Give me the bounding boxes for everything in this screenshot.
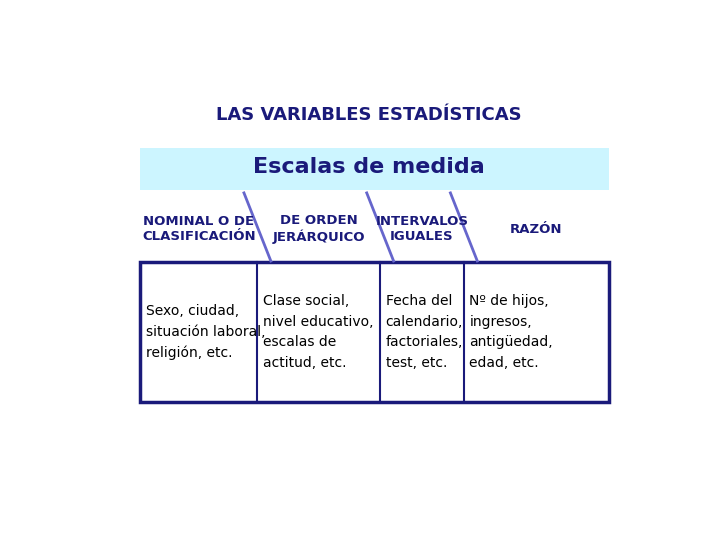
Text: Nº de hijos,
ingresos,
antigüedad,
edad, etc.: Nº de hijos, ingresos, antigüedad, edad,… (469, 294, 553, 370)
Text: Fecha del
calendario,
factoriales,
test, etc.: Fecha del calendario, factoriales, test,… (386, 294, 463, 370)
Text: DE ORDEN
JERÁRQUICO: DE ORDEN JERÁRQUICO (273, 214, 365, 244)
Text: NOMINAL O DE
CLASIFICACIÓN: NOMINAL O DE CLASIFICACIÓN (142, 215, 256, 243)
Text: Sexo, ciudad,
situación laboral,
religión, etc.: Sexo, ciudad, situación laboral, religió… (145, 304, 265, 360)
Text: LAS VARIABLES ESTADÍSTICAS: LAS VARIABLES ESTADÍSTICAS (216, 106, 522, 124)
FancyBboxPatch shape (140, 262, 609, 402)
FancyBboxPatch shape (140, 148, 609, 190)
Text: Escalas de medida: Escalas de medida (253, 157, 485, 177)
Text: RAZÓN: RAZÓN (510, 222, 562, 235)
Text: INTERVALOS
IGUALES: INTERVALOS IGUALES (376, 215, 469, 243)
Text: Clase social,
nivel educativo,
escalas de
actitud, etc.: Clase social, nivel educativo, escalas d… (263, 294, 374, 370)
